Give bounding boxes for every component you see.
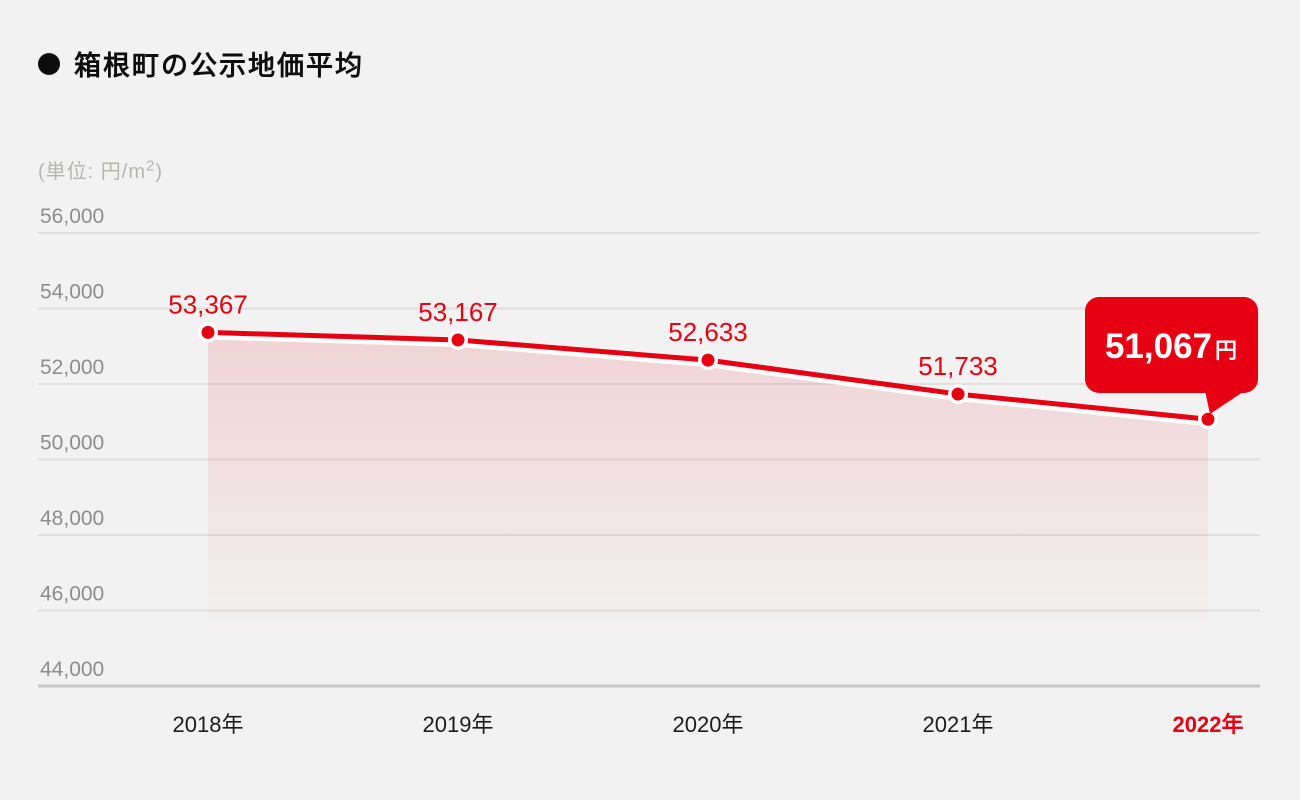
value-label: 53,167 [418, 297, 498, 327]
callout-text: 51,067 円 [1105, 327, 1237, 366]
x-label-highlight: 2022年 [1173, 712, 1244, 737]
y-tick-label: 44,000 [40, 658, 104, 681]
title-bullet-icon [38, 52, 60, 75]
unit-label-prefix: (単位: 円/m [38, 161, 146, 183]
y-tick-label: 56,000 [40, 205, 104, 228]
x-label: 2019年 [423, 712, 494, 737]
area-fill [208, 339, 1208, 648]
x-label: 2020年 [673, 712, 744, 737]
value-label: 52,633 [668, 317, 748, 347]
y-tick-label: 54,000 [40, 281, 104, 304]
data-point [1201, 412, 1215, 426]
callout-2022: 51,067 円 [1085, 297, 1258, 414]
unit-label-suffix: ) [155, 161, 164, 183]
value-label: 53,367 [168, 289, 248, 319]
y-tick-label: 46,000 [40, 583, 104, 606]
data-point [951, 387, 965, 401]
data-point [701, 353, 715, 367]
unit-label-superscript: 2 [146, 157, 156, 175]
page-title-row: 箱根町の公示地価平均 [38, 44, 364, 83]
value-label: 51,733 [918, 351, 998, 381]
x-label: 2018年 [173, 712, 244, 737]
unit-label: (単位: 円/m2) [38, 155, 163, 184]
callout-value: 51,067 [1105, 327, 1212, 366]
callout-unit: 円 [1215, 338, 1237, 363]
y-tick-label: 48,000 [40, 507, 104, 530]
data-point [451, 333, 465, 347]
y-tick-label: 52,000 [40, 356, 104, 379]
page-title: 箱根町の公示地価平均 [74, 51, 364, 81]
callout-bubble [1085, 297, 1258, 393]
x-label: 2021年 [923, 712, 994, 737]
data-point [201, 325, 215, 339]
y-tick-label: 50,000 [40, 432, 104, 455]
